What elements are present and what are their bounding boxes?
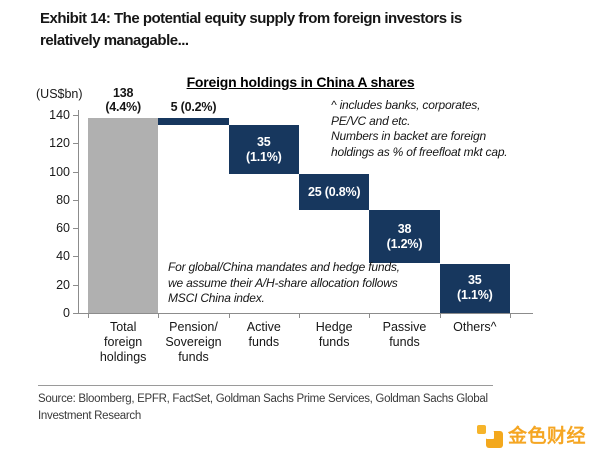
x-axis-category-label: Others^ [453, 320, 497, 334]
x-tick-mark [158, 314, 160, 318]
exhibit-title: Exhibit 14: The potential equity supply … [40, 10, 462, 49]
y-axis-unit-label: (US$bn) [36, 87, 83, 101]
bar-label-pension-sovereign-funds: 5 (0.2%) [170, 99, 217, 114]
x-tick-mark [228, 314, 230, 318]
jinse-logo-text: 金色财经 [508, 426, 587, 447]
bar-label-passive-funds: 38 (1.2%) [386, 221, 423, 251]
y-tick-mark [73, 199, 78, 201]
y-axis-line [78, 110, 79, 313]
bar-label-hedge-funds: 25 (0.8%) [307, 184, 361, 199]
annotation-footnote: ^ includes banks, corporates, PE/VC and … [331, 98, 508, 159]
y-tick-mark [73, 143, 78, 145]
x-axis-category-label: Active funds [246, 320, 281, 349]
chart-title: Foreign holdings in China A shares [186, 74, 415, 90]
bar-total-foreign-holdings [88, 117, 159, 313]
y-tick-label: 120 [49, 136, 70, 151]
x-tick-mark [510, 314, 511, 318]
logo-small-square [477, 424, 486, 434]
y-tick-mark [73, 171, 78, 173]
x-axis-category-label: Passive funds [382, 320, 427, 349]
bar-passive-funds [369, 209, 440, 264]
y-tick-mark [73, 284, 78, 286]
annotation-methodology: For global/China mandates and hedge fund… [168, 260, 400, 305]
bar-hedge-funds [299, 174, 370, 210]
jinse-finance-logo: 金色财经 [477, 421, 586, 448]
bar-active-funds [228, 124, 299, 175]
x-axis-category-label: Total foreign holdings [99, 320, 147, 364]
y-tick-label: 0 [63, 306, 70, 320]
y-tick-mark [73, 313, 78, 314]
x-tick-mark [88, 314, 89, 318]
bar-pension-sovereign-funds [158, 117, 229, 125]
y-tick-mark [73, 228, 78, 230]
x-tick-mark [299, 314, 300, 318]
y-tick-label: 20 [56, 277, 70, 292]
y-tick-mark [73, 256, 78, 258]
plot-area: 0 20 40 60 80 100 120 140 138 (4.4%) Total foreig… [49, 86, 533, 364]
y-tick-label: 60 [56, 221, 70, 236]
jinse-logo-icon [477, 422, 503, 448]
x-tick-mark [439, 314, 441, 318]
y-tick-label: 140 [49, 108, 70, 122]
divider-line [38, 385, 493, 386]
y-tick-label: 40 [56, 249, 70, 264]
x-axis-category-label: Hedge funds [315, 320, 353, 349]
bar-others [439, 263, 510, 313]
bar-label-active-funds: 35 (1.1%) [246, 134, 282, 164]
bar-label-others: 35 (1.1%) [457, 273, 493, 303]
logo-notch [486, 430, 494, 439]
bar-label-total-foreign-holdings: 138 (4.4%) [105, 85, 141, 114]
y-tick-label: 80 [56, 192, 70, 207]
y-tick-mark [73, 115, 78, 116]
source-text: Source: Bloomberg, EPFR, FactSet, Goldma… [38, 393, 488, 422]
y-tick-label: 100 [49, 164, 70, 179]
x-axis-category-label: Pension/ Sovereign funds [165, 320, 222, 364]
x-axis-line [78, 313, 533, 314]
x-tick-mark [369, 314, 371, 318]
